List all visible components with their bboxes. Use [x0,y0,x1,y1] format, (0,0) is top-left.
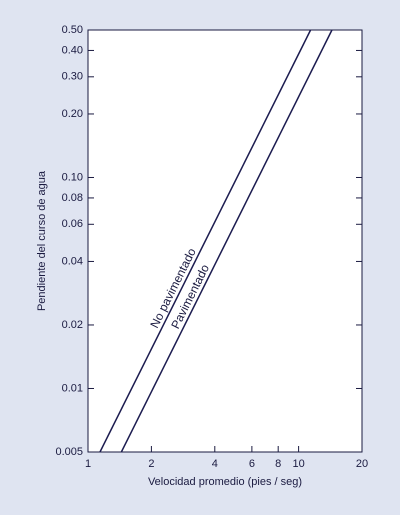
x-axis-label: Velocidad promedio (pies / seg) [148,476,302,488]
y-axis-label: Pendiente del curso de agua [36,170,48,311]
x-tick-label: 20 [356,458,368,470]
y-tick-label: 0.20 [62,108,83,120]
x-tick-label: 10 [292,458,304,470]
y-tick-label: 0.02 [62,319,83,331]
series-line [99,29,312,453]
y-tick-label: 0.40 [62,44,83,56]
y-tick-label: 0.06 [62,218,83,230]
y-tick-label: 0.005 [55,446,83,458]
series-line [120,29,333,453]
y-tick-label: 0.10 [62,171,83,183]
y-tick-label: 0.04 [62,255,83,267]
x-tick-label: 1 [85,458,91,470]
y-tick-label: 0.30 [62,71,83,83]
x-tick-label: 4 [212,458,218,470]
x-tick-label: 6 [249,458,255,470]
plot-area [87,29,363,453]
y-tick-label: 0.50 [62,24,83,36]
y-tick-label: 0.01 [62,382,83,394]
y-tick-label: 0.08 [62,192,83,204]
x-tick-label: 8 [275,458,281,470]
x-tick-label: 2 [148,458,154,470]
